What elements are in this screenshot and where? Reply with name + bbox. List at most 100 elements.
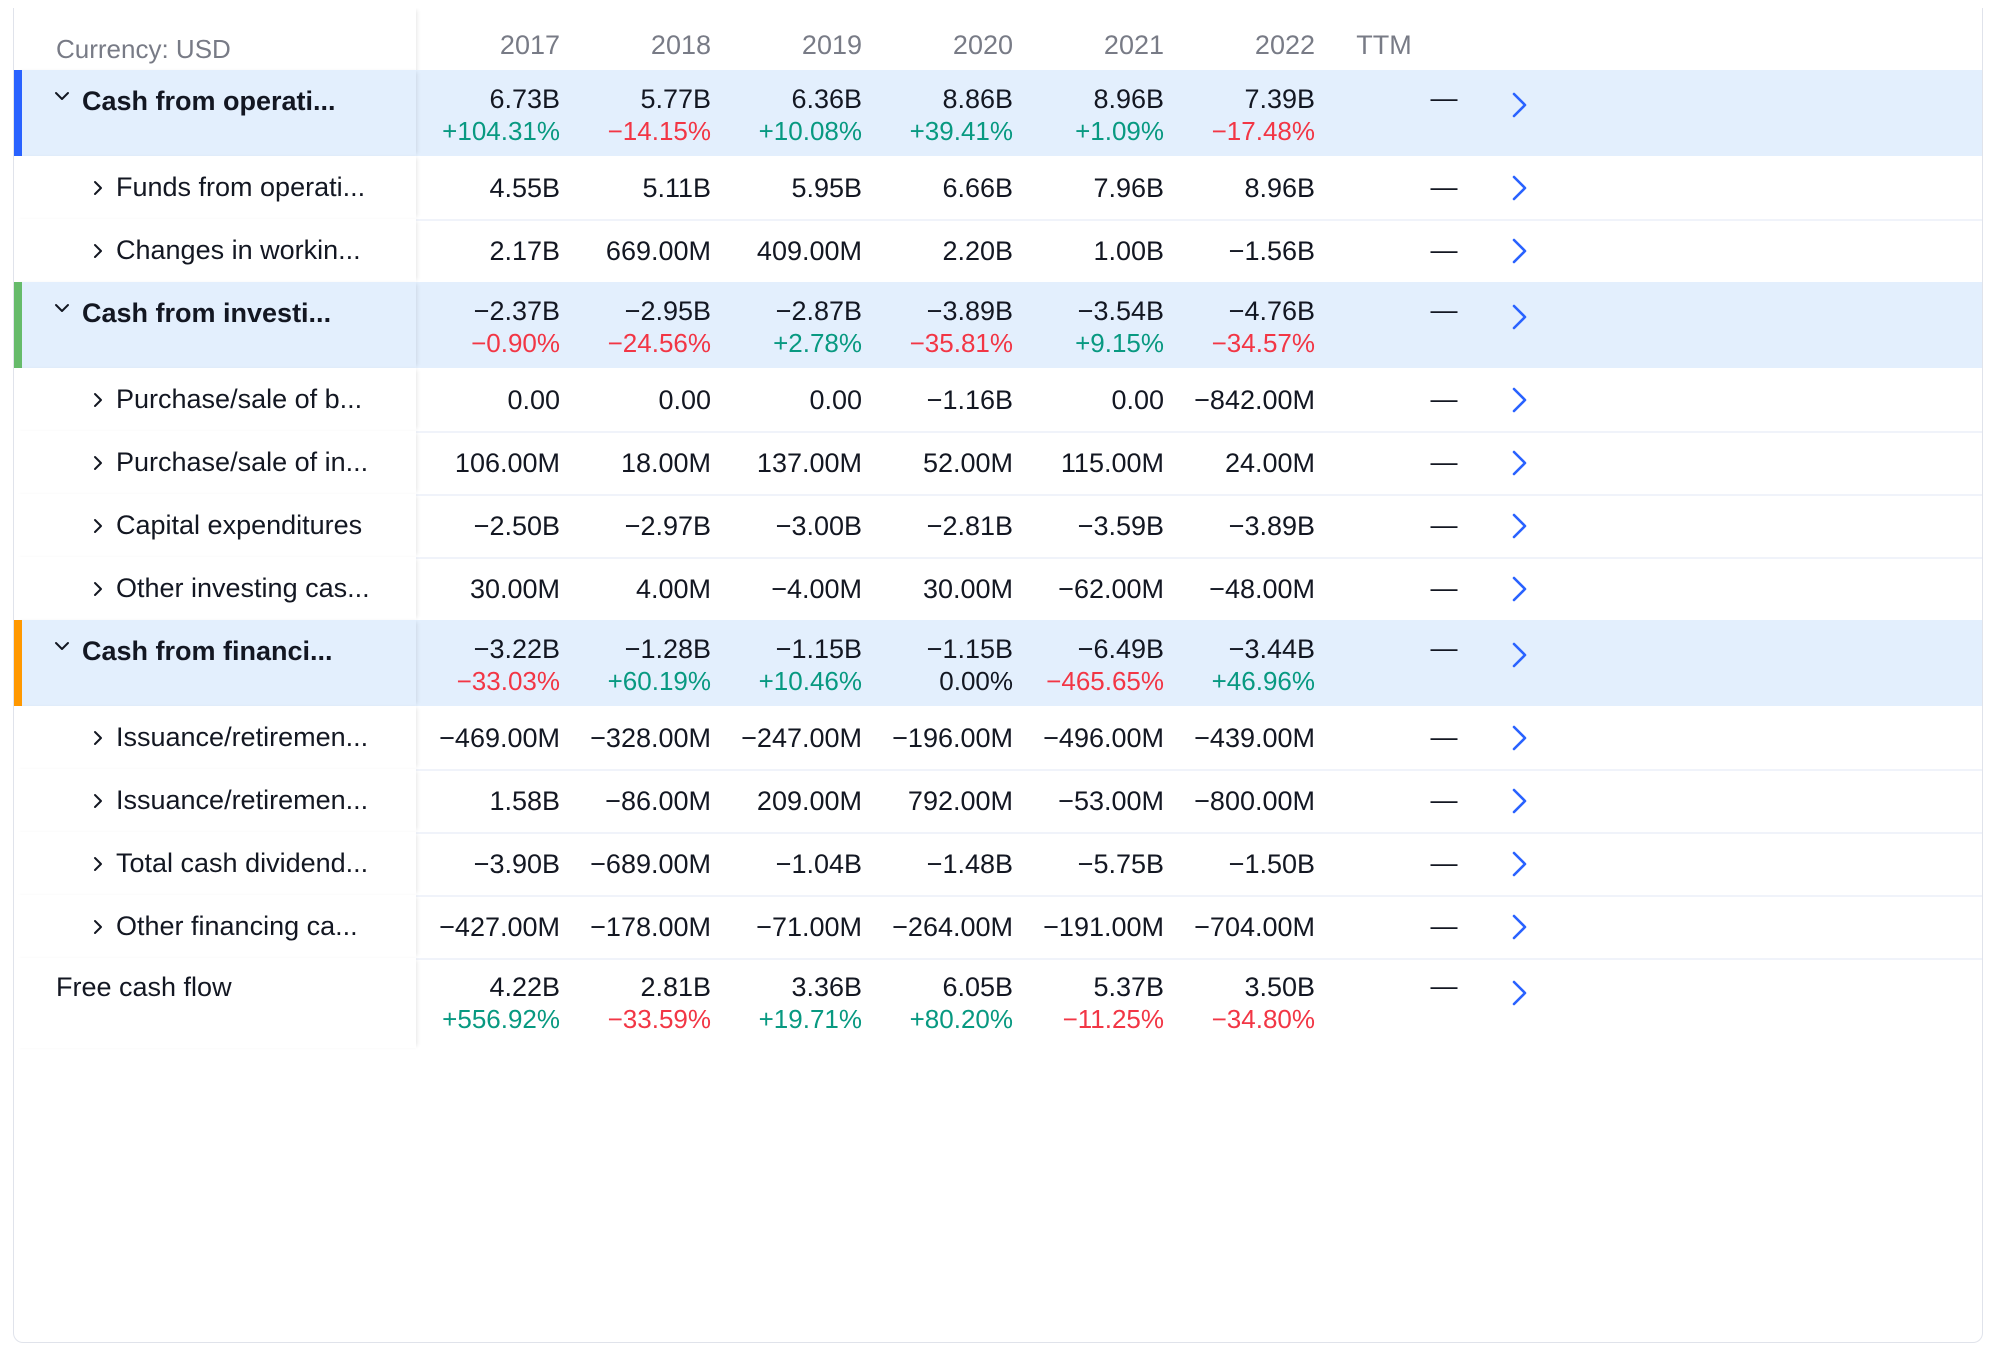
chevron-right-small-icon[interactable] [88,917,108,943]
change-percent-text: −34.57% [1211,328,1315,358]
chevron-right-small-icon[interactable] [88,791,108,817]
chevron-right-icon[interactable] [1504,445,1534,481]
value-cell: −2.37B −0.90% [416,295,560,359]
table-row[interactable]: 6.00M−3.90B−689.00M−1.04B−1.48B−5.75B−1.… [14,832,1982,897]
table-row[interactable]: 4.30B4.55B5.11B5.95B6.66B7.96B8.96B—Fund… [14,156,1982,221]
table-row[interactable]: -2.65B−2.50B−2.97B−3.00B−2.81B−3.59B−3.8… [14,494,1982,559]
value-text: −3.44B [1228,634,1315,664]
chevron-right-icon[interactable] [1504,783,1534,819]
value-cell: −439.00M [1135,722,1315,754]
row-label-cell[interactable]: Issuance/retiremen... [14,769,416,832]
row-label-cell[interactable]: Cash from operati... [14,70,416,156]
value-cell: −191.00M [984,911,1164,943]
row-label: Issuance/retiremen... [116,721,369,752]
chevron-down-icon[interactable] [52,298,72,324]
table-total-row[interactable]: 3.00M56.01%4.22B+556.92%2.81B−33.59%3.36… [14,958,1982,1048]
row-label-cell[interactable]: Issuance/retiremen... [14,706,416,769]
value-text: −1.16B [926,384,1013,415]
value-cell: −71.00M [682,911,862,943]
chevron-right-icon[interactable] [1504,508,1534,544]
value-cell: −3.59B [984,510,1164,542]
value-text: 106.00M [454,447,560,478]
value-text: −2.87B [775,296,862,326]
table-row[interactable]: 6.00M−469.00M−328.00M−247.00M−196.00M−49… [14,706,1982,771]
row-label-cell[interactable]: Other financing ca... [14,895,416,958]
value-cell: −5.75B [984,848,1164,880]
row-label-cell[interactable]: Capital expenditures [14,494,416,557]
chevron-right-icon[interactable] [1504,975,1534,1011]
table-group-row[interactable]: -2.35B·5.44%−2.37B−0.90%−2.95B−24.56%−2.… [14,282,1982,370]
row-label-cell[interactable]: Purchase/sale of in... [14,431,416,494]
value-cell: −2.50B [416,510,560,542]
ttm-value: — [1430,446,1458,477]
value-text: −196.00M [892,722,1013,753]
change-percent-text: +10.08% [758,116,862,146]
ttm-value: — [1430,83,1458,113]
table-row[interactable]: 7.00M106.00M18.00M137.00M52.00M115.00M24… [14,431,1982,496]
ttm-value: — [1430,971,1458,1001]
chevron-right-icon[interactable] [1504,571,1534,607]
chevron-right-icon[interactable] [1504,382,1534,418]
chevron-right-small-icon[interactable] [88,854,108,880]
value-text: −1.56B [1228,235,1315,266]
row-label-cell[interactable]: Purchase/sale of b... [14,368,416,431]
change-percent-text: −33.03% [456,666,560,696]
value-cell: −328.00M [531,722,711,754]
ttm-value: — [1430,171,1458,202]
chevron-right-small-icon[interactable] [88,178,108,204]
row-label-cell[interactable]: Other investing cas... [14,557,416,620]
chevron-right-icon[interactable] [1504,909,1534,945]
ttm-value: — [1430,784,1458,815]
chevron-right-small-icon[interactable] [88,241,108,267]
value-cell: 30.00M [833,573,1013,605]
row-label-cell[interactable]: Free cash flow [14,958,416,1048]
table-row[interactable]: 4.00M−427.00M−178.00M−71.00M−264.00M−191… [14,895,1982,960]
chevron-right-icon[interactable] [1504,87,1534,123]
chevron-right-icon[interactable] [1504,846,1534,882]
row-label-cell[interactable]: Total cash dividend... [14,832,416,895]
ttm-value: — [1430,847,1458,878]
value-cell: −4.76B −34.57% [1135,295,1315,359]
chevron-right-icon[interactable] [1504,233,1534,269]
value-cell: −689.00M [531,848,711,880]
row-label-cell[interactable]: Changes in workin... [14,219,416,282]
value-cell: 1.58B [416,785,560,817]
table-group-row[interactable]: -2.42B-4.09%−3.22B−33.03%−1.28B+60.19%−1… [14,620,1982,708]
change-percent-text: −465.65% [1046,666,1164,696]
chevron-right-icon[interactable] [1504,170,1534,206]
chevron-right-small-icon[interactable] [88,728,108,754]
row-label-cell[interactable]: Cash from investi... [14,282,416,368]
table-row[interactable]: 7.00M30.00M4.00M−4.00M30.00M−62.00M−48.0… [14,557,1982,622]
value-text: −469.00M [439,722,560,753]
table-row[interactable]: -1.01B2.17B669.00M409.00M2.20B1.00B−1.56… [14,219,1982,284]
chevron-right-small-icon[interactable] [88,579,108,605]
value-text: 7.39B [1244,84,1315,114]
ttm-value: — [1430,721,1458,752]
value-text: −1.15B [926,634,1013,664]
value-text: 409.00M [756,235,862,266]
chevron-right-icon[interactable] [1504,299,1534,335]
chevron-down-icon[interactable] [52,636,72,662]
value-text: 1.00B [1093,235,1164,266]
group-accent-bar [14,620,22,706]
value-text: 6.05B [942,972,1013,1002]
chevron-right-icon[interactable] [1504,720,1534,756]
chevron-down-icon[interactable] [52,86,72,112]
value-cell: −3.90B [416,848,560,880]
column-header-2022: 2022 [1254,30,1315,60]
value-cell: −196.00M [833,722,1013,754]
table-group-row[interactable]: 3.29B23.17%6.73B+104.31%5.77B−14.15%6.36… [14,70,1982,158]
value-cell: 5.95B [682,172,862,204]
ttm-value: — [1430,910,1458,941]
chevron-right-small-icon[interactable] [88,390,108,416]
chevron-right-small-icon[interactable] [88,516,108,542]
value-cell: −2.81B [833,510,1013,542]
value-text: −1.50B [1228,848,1315,879]
change-percent-text: −34.80% [1211,1004,1315,1034]
chevron-right-small-icon[interactable] [88,453,108,479]
chevron-right-icon[interactable] [1504,637,1534,673]
table-row[interactable]: -1.10B1.58B−86.00M209.00M792.00M−53.00M−… [14,769,1982,834]
row-label-cell[interactable]: Cash from financi... [14,620,416,706]
row-label-cell[interactable]: Funds from operati... [14,156,416,219]
table-row[interactable]: 0.000.000.000.00−1.16B0.00−842.00M—Purch… [14,368,1982,433]
